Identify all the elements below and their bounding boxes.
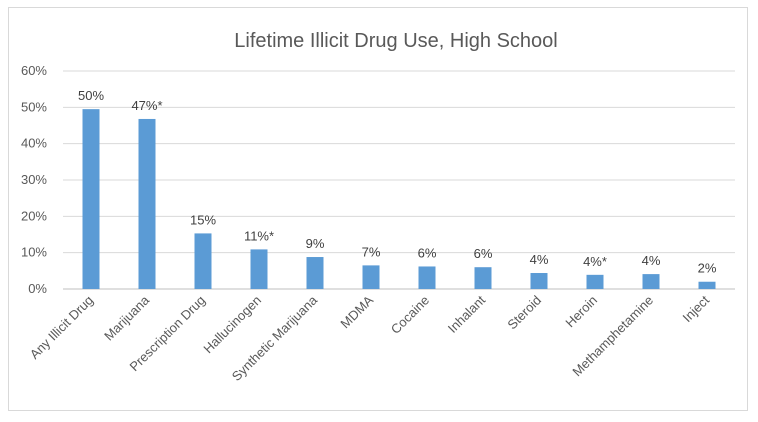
- x-tick-label: MDMA: [337, 292, 376, 331]
- data-label: 6%: [418, 245, 437, 260]
- data-label: 2%: [698, 261, 717, 276]
- data-label: 4%*: [583, 254, 607, 269]
- y-tick-label: 60%: [21, 63, 47, 78]
- y-tick-label: 50%: [21, 99, 47, 114]
- y-axis-ticks: 0% 10% 20% 30% 40% 50% 60%: [21, 63, 47, 296]
- y-tick-label: 40%: [21, 136, 47, 151]
- bar: [530, 273, 548, 289]
- bar: [362, 265, 380, 289]
- data-label: 4%: [642, 253, 661, 268]
- data-label: 15%: [190, 212, 216, 227]
- bars: [82, 109, 716, 290]
- bar: [418, 266, 436, 289]
- chart-frame: [8, 7, 748, 411]
- data-label: 11%*: [244, 228, 274, 243]
- x-tick-label: Inhalant: [445, 292, 489, 336]
- data-label: 4%: [530, 252, 549, 267]
- bar: [138, 118, 156, 290]
- x-tick-label: Heroin: [562, 293, 600, 331]
- bar: [306, 257, 324, 289]
- x-tick-label: Cocaine: [388, 293, 432, 337]
- bar: [642, 274, 660, 289]
- x-tick-label: Inject: [680, 292, 713, 325]
- gridlines: [63, 70, 735, 290]
- data-labels: 50% 47%* 15% 11%* 9% 7% 6% 6% 4% 4%* 4% 2%: [78, 88, 717, 276]
- chart-title: Lifetime Illicit Drug Use, High School: [234, 30, 557, 52]
- bar: [474, 267, 492, 289]
- data-label: 6%: [474, 246, 493, 261]
- bar: [698, 281, 716, 289]
- y-tick-label: 30%: [21, 172, 47, 187]
- data-label: 7%: [362, 244, 381, 259]
- bar: [194, 233, 212, 289]
- data-label: 50%: [78, 88, 104, 103]
- y-tick-label: 20%: [21, 208, 47, 223]
- data-label: 9%: [306, 236, 325, 251]
- x-tick-label: Steroid: [504, 293, 544, 333]
- y-tick-label: 0%: [28, 281, 47, 296]
- x-tick-label: Any Illicit Drug: [27, 293, 96, 362]
- x-tick-label: Marijuana: [101, 292, 153, 344]
- bar: [586, 274, 604, 289]
- bar: [250, 249, 268, 289]
- data-label: 47%*: [131, 98, 162, 113]
- bar: [82, 109, 100, 290]
- y-tick-label: 10%: [21, 245, 47, 260]
